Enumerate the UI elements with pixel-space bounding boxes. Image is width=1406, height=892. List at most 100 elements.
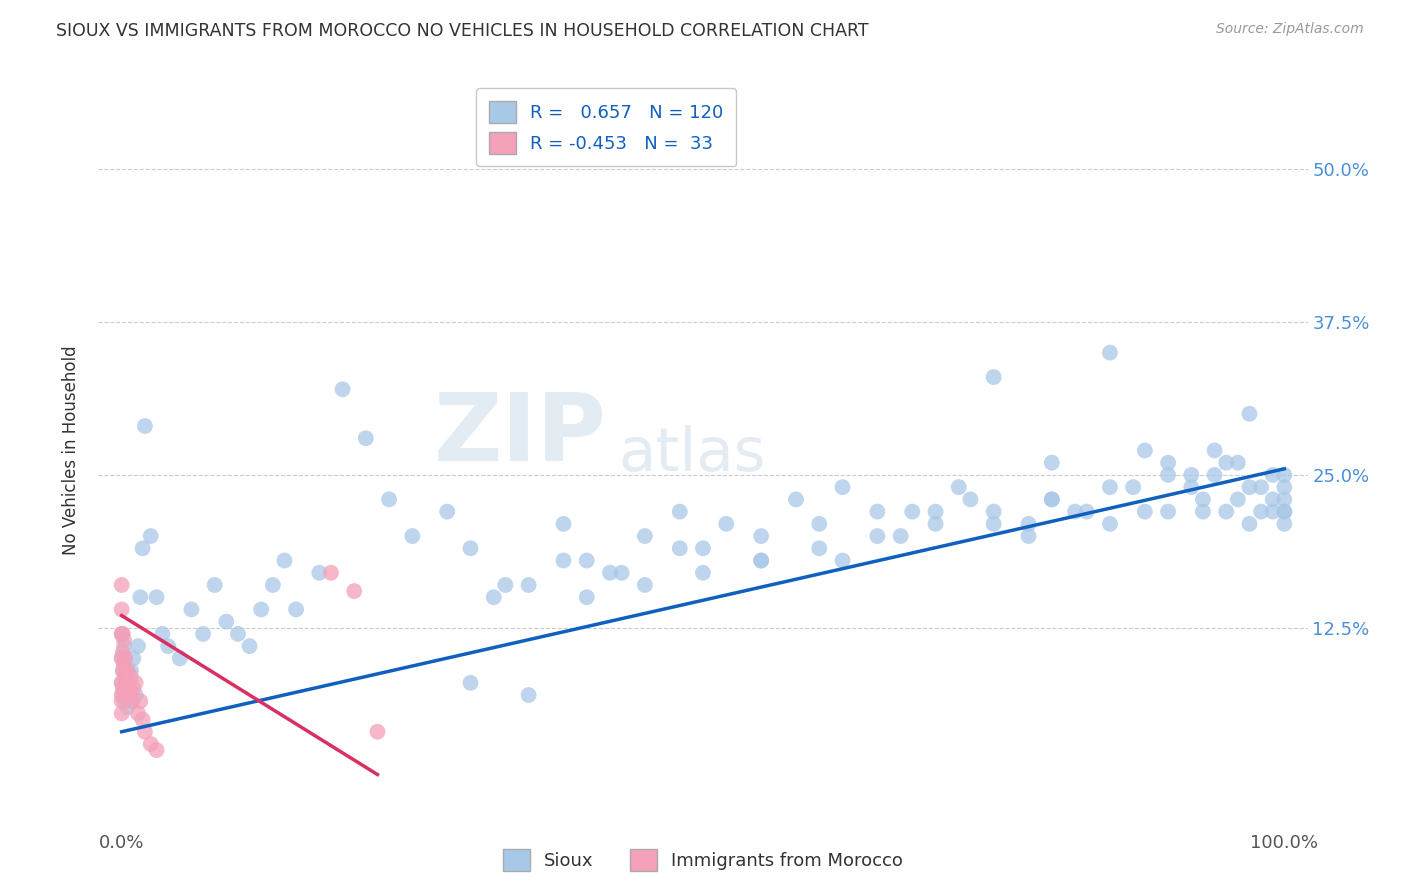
Point [111,694,134,708]
Point [120,670,142,684]
Point [111,602,134,616]
Point [1272,516,1295,531]
Point [118,688,141,702]
Point [117,664,139,678]
Point [1272,505,1295,519]
Point [134,724,156,739]
Point [122,681,145,696]
Point [239,639,262,653]
Point [117,700,139,714]
Point [127,639,149,653]
Point [948,480,970,494]
Point [378,492,401,507]
Point [1215,456,1237,470]
Point [785,492,807,507]
Point [983,516,1005,531]
Point [145,591,167,605]
Point [332,382,354,396]
Point [1192,505,1215,519]
Point [1018,529,1040,543]
Text: ZIP: ZIP [433,389,606,482]
Point [890,529,912,543]
Point [129,591,152,605]
Point [599,566,621,580]
Point [122,651,145,665]
Point [262,578,284,592]
Point [1272,505,1295,519]
Point [1157,467,1180,482]
Text: SIOUX VS IMMIGRANTS FROM MOROCCO NO VEHICLES IN HOUSEHOLD CORRELATION CHART: SIOUX VS IMMIGRANTS FROM MOROCCO NO VEHI… [56,22,869,40]
Point [115,675,138,690]
Point [191,627,214,641]
Point [1239,480,1261,494]
Point [983,505,1005,519]
Point [366,724,388,739]
Text: Source: ZipAtlas.com: Source: ZipAtlas.com [1216,22,1364,37]
Point [1098,345,1121,359]
Point [204,578,226,592]
Point [959,492,981,507]
Point [111,688,134,702]
Point [1076,505,1098,519]
Point [553,553,575,567]
Point [831,553,853,567]
Text: atlas: atlas [619,425,766,483]
Point [139,529,162,543]
Point [150,627,173,641]
Point [1204,443,1226,458]
Point [749,553,772,567]
Point [157,639,180,653]
Point [924,505,946,519]
Point [215,615,238,629]
Point [111,651,134,665]
Point [1040,492,1063,507]
Point [169,651,191,665]
Point [145,743,167,757]
Point [343,584,366,599]
Point [111,664,134,678]
Point [482,591,505,605]
Point [131,541,153,556]
Point [114,694,136,708]
Point [1064,505,1087,519]
Point [118,688,141,702]
Point [1226,492,1249,507]
Point [111,627,134,641]
Legend: Sioux, Immigrants from Morocco: Sioux, Immigrants from Morocco [495,842,911,879]
Point [1204,467,1226,482]
Point [983,370,1005,384]
Point [1180,467,1202,482]
Point [124,675,146,690]
Point [517,688,540,702]
Point [111,675,134,690]
Point [634,529,657,543]
Point [114,670,136,684]
Point [831,480,853,494]
Point [111,688,134,702]
Point [1133,443,1156,458]
Point [1122,480,1144,494]
Point [112,657,135,672]
Point [1157,505,1180,519]
Point [111,627,134,641]
Point [1261,492,1284,507]
Point [866,529,889,543]
Point [111,627,134,641]
Point [121,694,143,708]
Point [749,529,772,543]
Point [808,541,831,556]
Point [1192,492,1215,507]
Point [111,651,134,665]
Point [716,516,738,531]
Point [1157,456,1180,470]
Point [129,694,152,708]
Point [1272,480,1295,494]
Point [1098,480,1121,494]
Point [117,664,139,678]
Point [1215,505,1237,519]
Point [112,633,135,648]
Point [180,602,202,616]
Point [575,553,598,567]
Legend: R =   0.657   N = 120, R = -0.453   N =  33: R = 0.657 N = 120, R = -0.453 N = 33 [477,88,737,166]
Point [1098,516,1121,531]
